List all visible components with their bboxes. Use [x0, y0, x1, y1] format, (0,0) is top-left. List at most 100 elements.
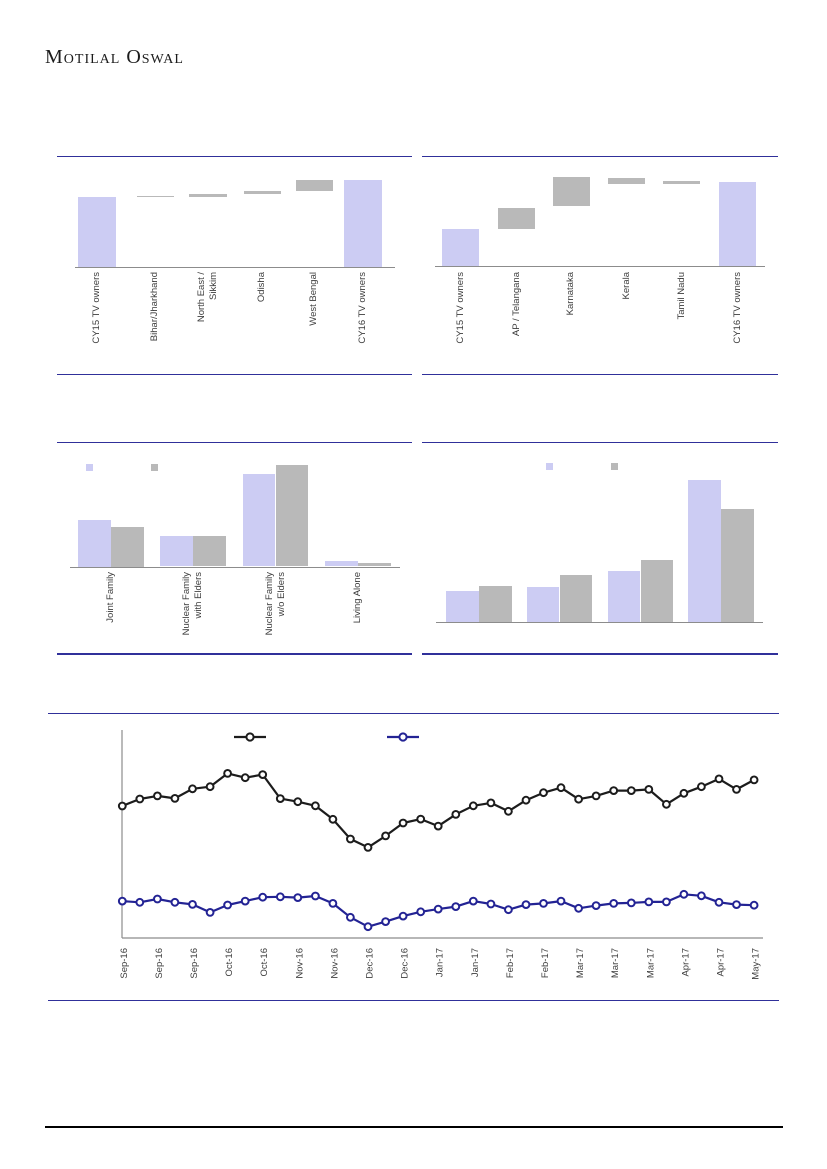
- x-tick-label: Sep-16: [154, 948, 165, 979]
- point-marker: [275, 892, 285, 902]
- point-marker: [556, 896, 566, 906]
- x-tick-label: Oct-16: [224, 948, 235, 977]
- series-bar: [325, 560, 358, 567]
- point-marker: [188, 784, 197, 794]
- series-bar: [526, 586, 560, 622]
- point-marker: [363, 843, 373, 852]
- category-label: Kerala: [620, 272, 632, 300]
- x-tick-label: Feb-17: [505, 948, 516, 978]
- point-marker: [258, 892, 268, 902]
- point-marker: [293, 797, 303, 807]
- legend-marker-dot: [245, 732, 255, 742]
- point-marker: [433, 904, 443, 914]
- chart-frame-rule: [422, 373, 778, 375]
- point-marker: [311, 891, 320, 901]
- x-tick-label: Jan-17: [470, 948, 481, 977]
- point-marker: [451, 810, 461, 819]
- x-tick-label: Mar-17: [610, 948, 621, 978]
- point-marker: [381, 917, 391, 927]
- x-tick-label: Nov-16: [294, 948, 305, 979]
- waterfall-bar-west-bengal: [295, 179, 334, 191]
- point-marker: [468, 801, 478, 811]
- point-marker: [626, 898, 636, 908]
- category-label: West Bengal: [308, 272, 320, 326]
- point-marker: [486, 798, 496, 808]
- point-marker: [135, 794, 145, 804]
- legend-marker-dot: [398, 732, 408, 742]
- chart-frame-rule: [57, 441, 412, 443]
- series-bar: [721, 508, 754, 622]
- legend-swatch: [611, 462, 618, 470]
- point-marker: [697, 782, 706, 792]
- point-marker: [521, 795, 531, 805]
- x-tick-label: Sep-16: [119, 948, 130, 979]
- point-marker: [381, 831, 391, 841]
- point-marker: [416, 814, 426, 824]
- point-marker: [275, 794, 285, 803]
- point-marker: [170, 794, 180, 803]
- legend-swatch: [546, 462, 553, 470]
- point-marker: [188, 900, 197, 909]
- point-marker: [416, 907, 426, 917]
- point-marker: [135, 897, 145, 907]
- point-marker: [258, 770, 268, 779]
- legend-swatch: [86, 463, 93, 471]
- point-marker: [644, 897, 654, 907]
- x-tick-label: Mar-17: [575, 948, 586, 978]
- point-marker: [486, 899, 496, 909]
- point-marker: [504, 806, 513, 816]
- category-label: AP / Telangana: [510, 272, 522, 337]
- x-tick-label: Dec-16: [365, 948, 376, 979]
- point-marker: [433, 821, 443, 831]
- point-marker: [504, 905, 513, 915]
- axis-line: [435, 266, 765, 268]
- point-marker: [328, 814, 338, 824]
- series-bar: [357, 563, 391, 567]
- point-marker: [293, 893, 303, 903]
- point-marker: [609, 786, 619, 795]
- waterfall-bar-cy15-tv-owners: [442, 229, 480, 266]
- point-marker: [732, 900, 741, 910]
- point-marker: [574, 903, 583, 913]
- point-marker: [591, 901, 601, 911]
- point-marker: [732, 785, 741, 794]
- category-label: North East / Sikkim: [196, 272, 219, 323]
- point-marker: [609, 899, 619, 908]
- chart-frame-rule: [422, 441, 778, 443]
- chart-frame-rule: [57, 653, 412, 655]
- point-marker: [223, 769, 233, 778]
- point-marker: [679, 788, 689, 798]
- x-tick-label: May-17: [751, 948, 762, 980]
- x-tick-label: Apr-17: [680, 948, 691, 977]
- axis-line: [436, 621, 763, 623]
- category-label: Tamil Nadu: [675, 272, 687, 320]
- point-marker: [714, 897, 724, 907]
- series-bar: [275, 464, 309, 567]
- x-tick-label: Sep-16: [189, 948, 200, 979]
- waterfall-bar-ap-telangana: [498, 207, 536, 230]
- point-marker: [346, 834, 355, 844]
- x-tick-label: Apr-17: [716, 948, 727, 977]
- category-label: Odisha: [256, 272, 268, 303]
- chart-frame-rule: [422, 653, 778, 655]
- point-marker: [539, 899, 548, 908]
- point-marker: [697, 891, 706, 901]
- point-marker: [240, 773, 250, 783]
- waterfall-bar-tamil-nadu: [663, 181, 701, 184]
- waterfall-bar-odisha: [243, 191, 282, 195]
- series-bar: [478, 585, 512, 622]
- point-marker: [556, 783, 566, 793]
- point-marker: [205, 908, 215, 917]
- point-marker: [223, 900, 233, 910]
- point-marker: [398, 911, 408, 921]
- point-marker: [205, 782, 215, 792]
- point-marker: [714, 774, 724, 784]
- point-marker: [240, 896, 250, 906]
- x-tick-label: Jan-17: [435, 948, 446, 977]
- point-marker: [626, 786, 636, 795]
- point-marker: [398, 818, 408, 828]
- chart-frame-rule: [422, 155, 778, 157]
- point-marker: [170, 897, 180, 907]
- point-marker: [468, 896, 478, 906]
- point-marker: [311, 801, 320, 811]
